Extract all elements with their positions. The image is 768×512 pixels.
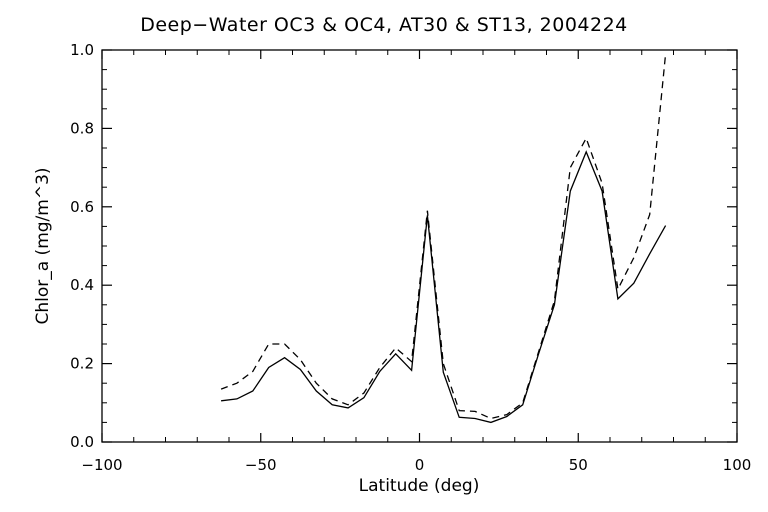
series-lines (220, 53, 667, 424)
x-tick-label: 100 (723, 456, 752, 474)
x-tick-label: 0 (415, 456, 425, 474)
x-tick-label: −50 (245, 456, 277, 474)
y-axis-label: Chlor_a (mg/m^3) (33, 167, 53, 325)
y-tick-label: 0.0 (70, 433, 94, 451)
dashed-series-line (220, 53, 667, 420)
x-tick-label: 50 (569, 456, 588, 474)
chart-title: Deep−Water OC3 & OC4, AT30 & ST13, 20042… (140, 14, 628, 36)
axis-tick-labels: −100 −50 0 50 100 0.0 0.2 0.4 0.6 0.8 1.0 (70, 41, 751, 474)
plot-frame (101, 49, 738, 443)
x-axis-label: Latitude (deg) (358, 476, 480, 496)
y-tick-label: 0.6 (70, 198, 94, 216)
axis-ticks (101, 49, 738, 443)
solid-series-line (221, 150, 667, 424)
y-tick-label: 0.2 (70, 355, 94, 373)
y-tick-label: 0.8 (70, 119, 94, 137)
x-tick-label: −100 (81, 456, 122, 474)
y-tick-label: 0.4 (70, 276, 94, 294)
y-tick-label: 1.0 (70, 41, 94, 59)
